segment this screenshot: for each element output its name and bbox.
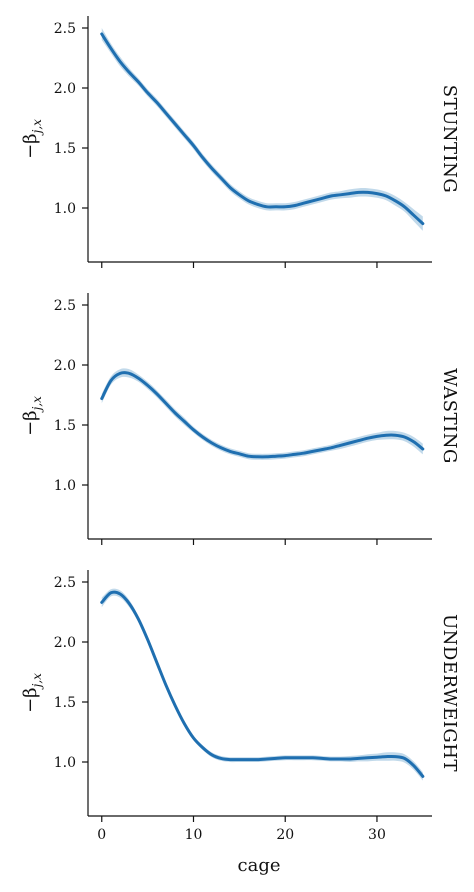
y-axis-label: −βj,x <box>20 673 44 713</box>
y-tick-label: 1.5 <box>54 695 76 711</box>
y-tick-label: 2.0 <box>54 81 76 97</box>
y-tick-label: 1.0 <box>54 478 76 494</box>
y-axis-label: −βj,x <box>20 396 44 436</box>
series-line <box>100 590 425 778</box>
y-tick-label: 1.0 <box>54 755 76 771</box>
facet-label: WASTING <box>439 368 460 464</box>
x-tick-label: 0 <box>97 827 106 843</box>
confidence-band <box>101 588 423 781</box>
x-tick-label: 20 <box>276 827 294 843</box>
facet-label: STUNTING <box>439 85 460 194</box>
y-tick-label: 1.5 <box>54 141 76 157</box>
y-tick-label: 2.0 <box>54 358 76 374</box>
y-axis-label: −βj,x <box>20 119 44 159</box>
series-line <box>100 371 425 459</box>
x-axis-label: cage <box>238 855 281 876</box>
y-tick-label: 2.5 <box>54 575 76 591</box>
y-tick-label: 2.5 <box>54 298 76 314</box>
confidence-band <box>101 368 423 460</box>
confidence-band <box>101 28 423 231</box>
x-tick-label: 30 <box>368 827 386 843</box>
panel-stunting: 1.0 1.5 2.0 2.5 −βj,x STUNTING <box>20 16 460 268</box>
panel-wasting: 1.0 1.5 2.0 2.5 −βj,x WASTING <box>20 293 460 545</box>
series-line <box>100 32 425 226</box>
y-tick-label: 1.5 <box>54 418 76 434</box>
panel-underweight: 1.0 1.5 2.0 2.5 0 10 20 30 −βj,x UNDERWEIGHT <box>20 570 460 843</box>
chart-panels: 1.0 1.5 2.0 2.5 −βj,x STUNTING 1.0 1.5 2.0 2.5 −βj… <box>20 16 460 843</box>
y-tick-label: 1.0 <box>54 201 76 217</box>
facet-label: UNDERWEIGHT <box>439 614 460 772</box>
y-tick-label: 2.5 <box>54 21 76 37</box>
x-tick-label: 10 <box>185 827 203 843</box>
y-tick-label: 2.0 <box>54 635 76 651</box>
